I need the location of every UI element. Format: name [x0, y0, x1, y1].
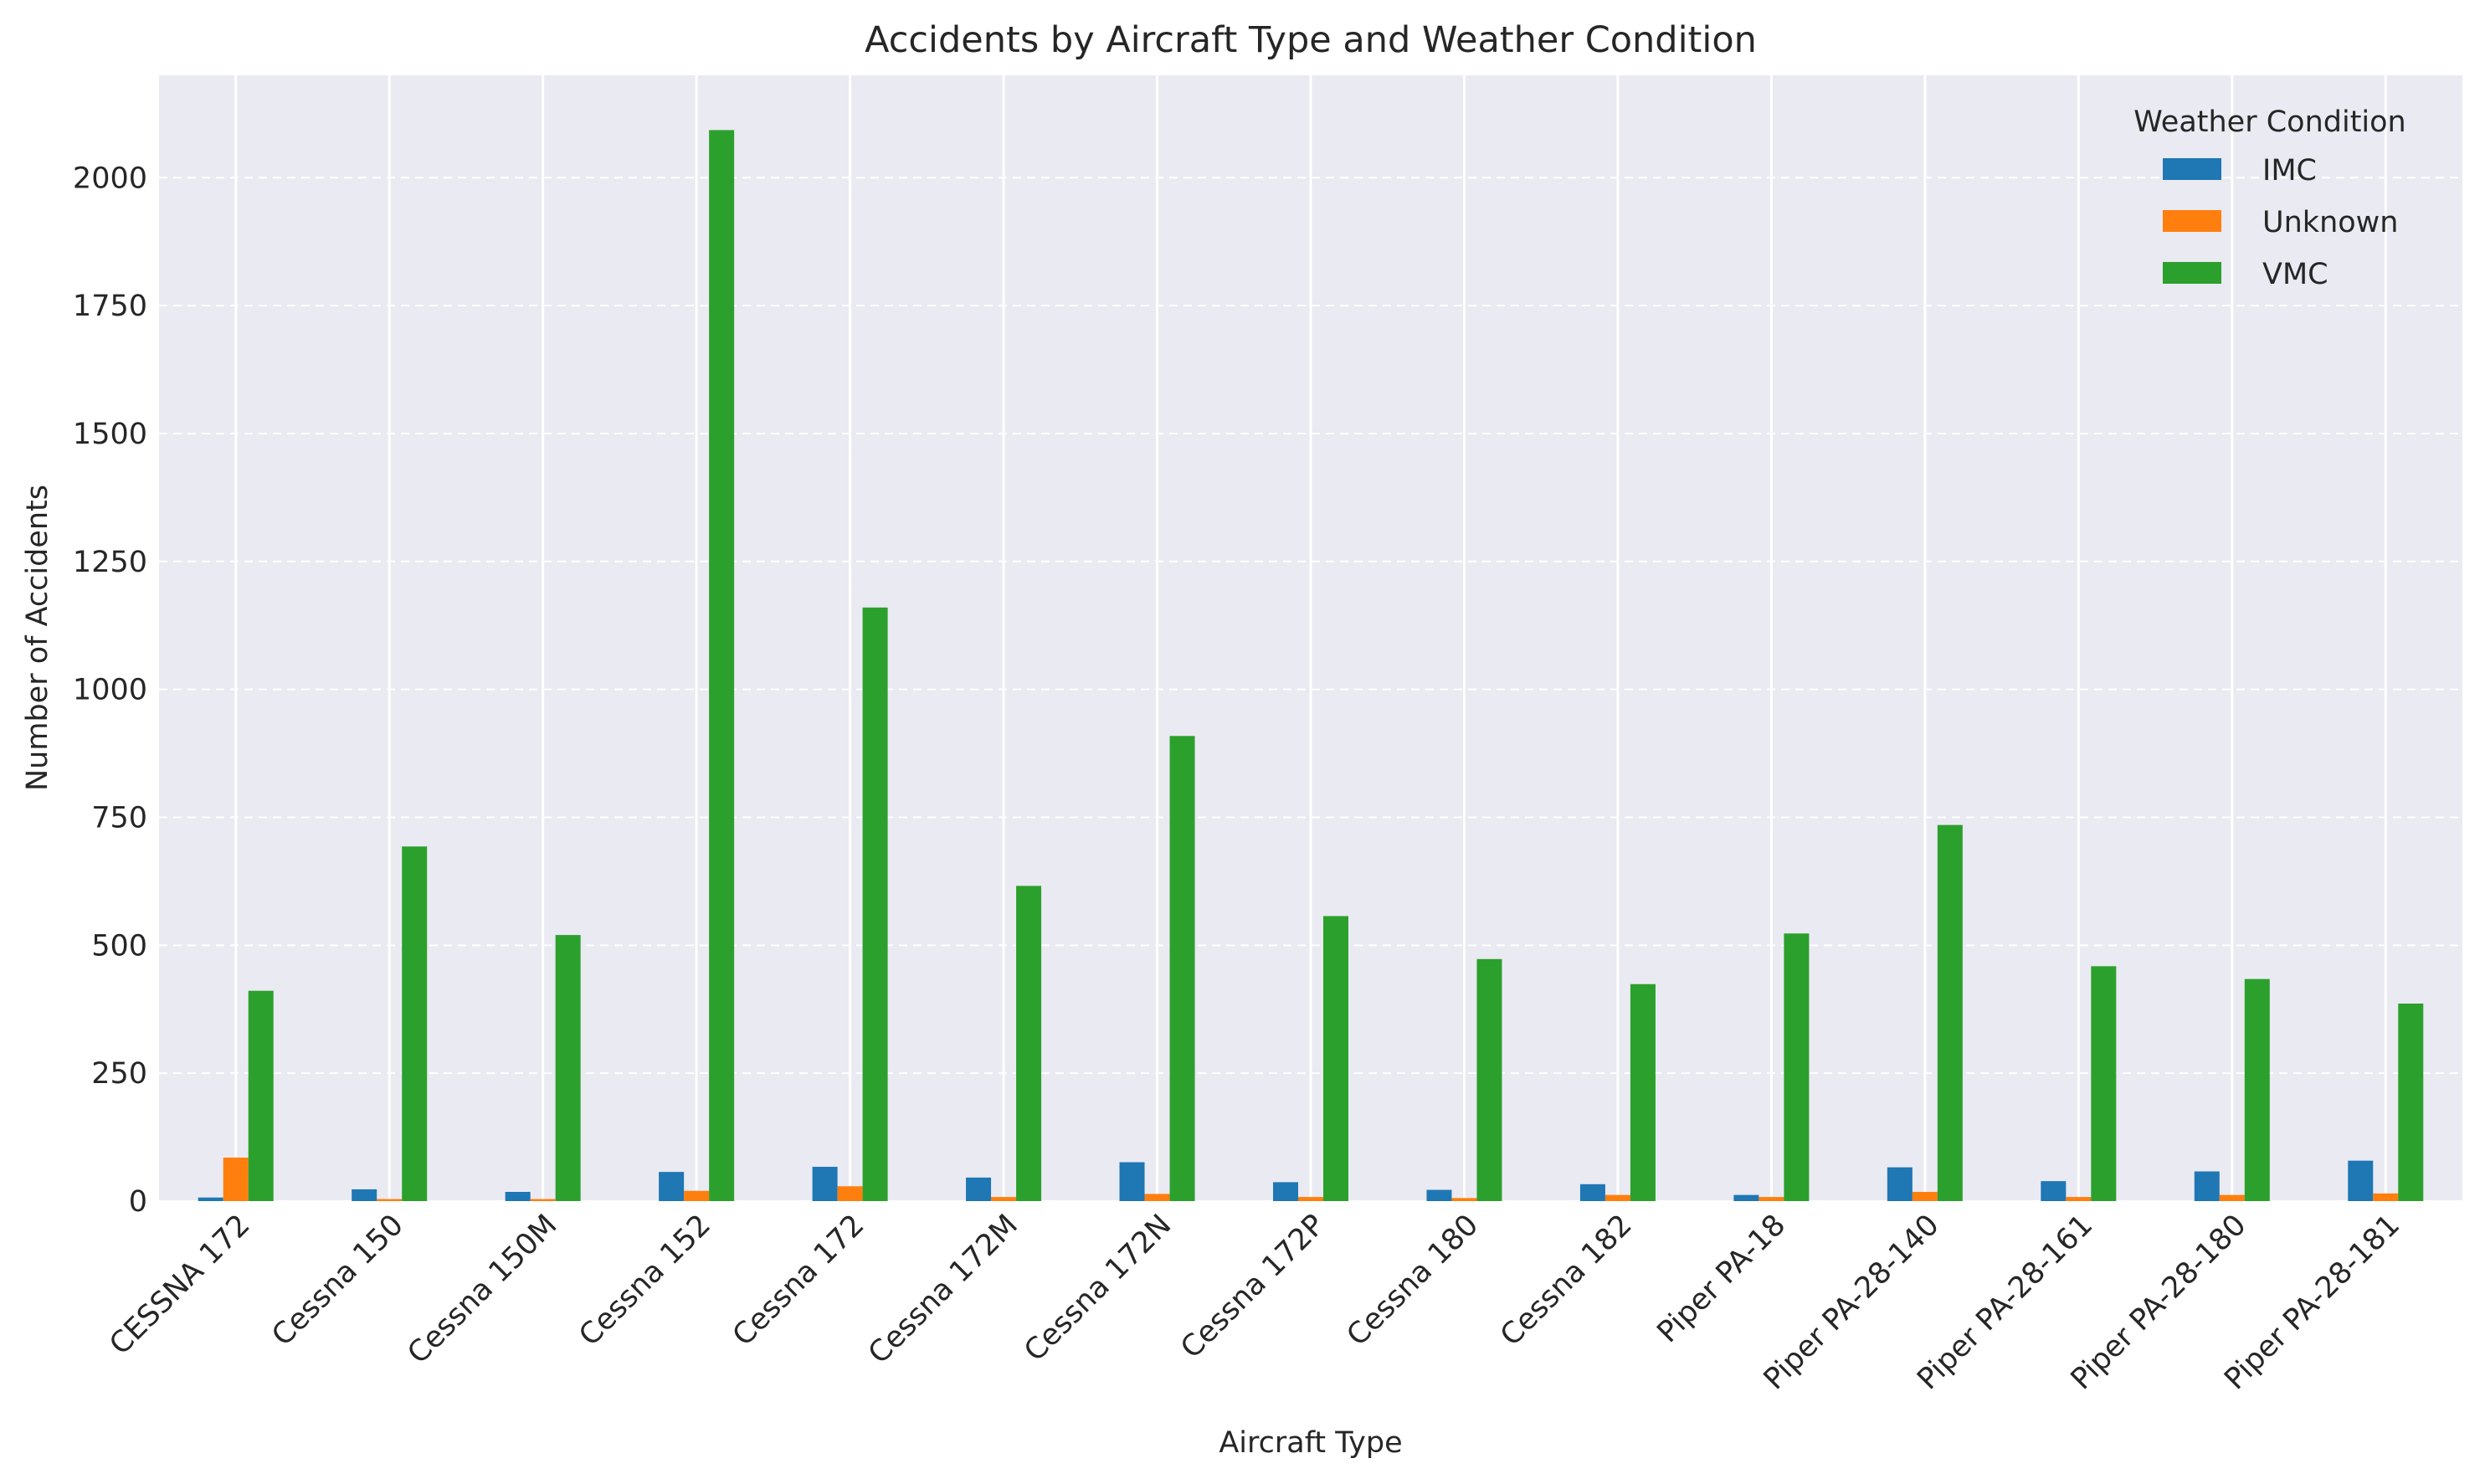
gridlines: [159, 75, 2462, 1202]
bar-unknown-4: [684, 1190, 710, 1201]
chart-title: Accidents by Aircraft Type and Weather C…: [865, 19, 1757, 61]
x-tick-label: Cessna 172: [727, 1209, 871, 1353]
bar-vmc-1: [248, 990, 274, 1201]
x-tick-label: Cessna 150: [266, 1209, 411, 1353]
bar-imc-2: [352, 1189, 377, 1201]
bar-vmc-3: [555, 935, 581, 1201]
y-tick-label: 500: [91, 929, 147, 963]
y-tick-label: 1500: [73, 418, 147, 451]
bar-vmc-12: [1937, 824, 1963, 1201]
bar-vmc-8: [1323, 916, 1348, 1201]
bar-vmc-4: [709, 130, 735, 1202]
legend-swatch-imc: [2163, 158, 2221, 180]
bar-vmc-14: [2244, 978, 2270, 1201]
x-axis-label: Aircraft Type: [1219, 1426, 1402, 1460]
bar-imc-6: [966, 1177, 992, 1201]
x-tick-label: Cessna 180: [1341, 1209, 1486, 1353]
bar-unknown-10: [1604, 1194, 1630, 1201]
bar-imc-3: [505, 1191, 531, 1201]
legend-swatch-unknown: [2163, 210, 2221, 232]
x-tick-label: Piper PA-18: [1651, 1209, 1793, 1350]
y-tick-label: 0: [129, 1185, 147, 1219]
bar-imc-1: [198, 1197, 223, 1201]
legend-title: Weather Condition: [2133, 105, 2406, 139]
y-tick-label: 1750: [73, 290, 147, 323]
bar-imc-15: [2348, 1160, 2374, 1201]
bar-imc-4: [659, 1172, 685, 1201]
bar-unknown-11: [1758, 1197, 1784, 1201]
bar-imc-12: [1887, 1167, 1913, 1201]
x-tick-label: Cessna 152: [572, 1209, 717, 1353]
bar-imc-9: [1426, 1189, 1452, 1201]
legend-label-unknown: Unknown: [2262, 206, 2398, 239]
bar-unknown-1: [223, 1158, 249, 1201]
bar-vmc-15: [2398, 1004, 2424, 1201]
bar-unknown-6: [991, 1197, 1017, 1201]
bar-unknown-14: [2219, 1194, 2245, 1201]
bar-unknown-5: [837, 1186, 863, 1201]
y-tick-label: 750: [91, 801, 147, 834]
bar-imc-11: [1733, 1194, 1759, 1201]
bar-vmc-7: [1169, 736, 1195, 1201]
bar-imc-13: [2041, 1181, 2067, 1201]
x-tick-label: Cessna 182: [1494, 1209, 1639, 1353]
bar-unknown-13: [2066, 1197, 2092, 1201]
bar-imc-7: [1119, 1162, 1145, 1201]
x-tick-label: Cessna 172P: [1174, 1209, 1331, 1365]
x-tick-label: CESSNA 172: [103, 1209, 256, 1362]
bar-vmc-11: [1784, 933, 1810, 1201]
bar-vmc-13: [2091, 966, 2117, 1201]
bar-unknown-15: [2373, 1193, 2399, 1201]
bar-vmc-9: [1476, 958, 1502, 1201]
bar-unknown-3: [530, 1199, 556, 1201]
bar-unknown-2: [377, 1199, 403, 1201]
x-tick-label: Cessna 172N: [1018, 1209, 1178, 1368]
bar-vmc-6: [1016, 886, 1042, 1201]
bar-imc-10: [1579, 1184, 1605, 1201]
x-tick-label: Cessna 150M: [402, 1209, 564, 1371]
x-tick-label: Cessna 172M: [862, 1209, 1024, 1371]
bar-imc-8: [1273, 1182, 1298, 1201]
bar-vmc-10: [1630, 983, 1656, 1201]
legend-label-vmc: VMC: [2262, 258, 2328, 291]
bar-vmc-2: [402, 846, 428, 1201]
bars: [198, 130, 2424, 1202]
y-tick-label: 1000: [73, 674, 147, 707]
y-tick-label: 250: [91, 1057, 147, 1091]
legend: Weather Condition IMC Unknown VMC: [2133, 105, 2406, 291]
bar-unknown-12: [1912, 1191, 1938, 1201]
legend-label-imc: IMC: [2262, 154, 2317, 187]
bar-unknown-7: [1144, 1194, 1170, 1201]
bar-unknown-9: [1451, 1198, 1477, 1201]
bar-vmc-5: [862, 607, 888, 1201]
legend-swatch-vmc: [2163, 262, 2221, 284]
bar-unknown-8: [1298, 1197, 1323, 1201]
bar-imc-5: [812, 1167, 838, 1201]
y-tick-label: 2000: [73, 162, 147, 195]
bar-imc-14: [2194, 1171, 2220, 1201]
legend-items: IMC Unknown VMC: [2163, 154, 2398, 291]
y-axis-label: Number of Accidents: [21, 485, 54, 791]
y-axis-ticks: 0 250 500 750 1000 1250 1500 1750 2000: [73, 162, 147, 1219]
y-tick-label: 1250: [73, 546, 147, 579]
